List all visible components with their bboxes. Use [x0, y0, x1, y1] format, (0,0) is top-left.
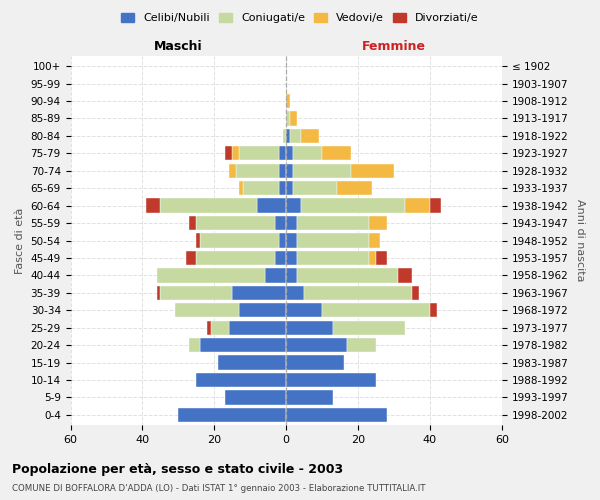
Bar: [351, 164, 394, 178]
Bar: [286, 112, 290, 126]
Bar: [257, 198, 286, 213]
Bar: [286, 338, 347, 352]
Bar: [211, 320, 229, 335]
Bar: [189, 216, 196, 230]
Bar: [275, 216, 286, 230]
Bar: [286, 234, 297, 247]
Text: Popolazione per età, sesso e stato civile - 2003: Popolazione per età, sesso e stato civil…: [12, 462, 343, 475]
Bar: [236, 164, 279, 178]
Bar: [430, 198, 441, 213]
Bar: [286, 320, 333, 335]
Bar: [286, 373, 376, 387]
Bar: [279, 164, 286, 178]
Bar: [297, 216, 369, 230]
Bar: [290, 129, 301, 143]
Text: COMUNE DI BOFFALORA D'ADDA (LO) - Dati ISTAT 1° gennaio 2003 - Elaborazione TUTT: COMUNE DI BOFFALORA D'ADDA (LO) - Dati I…: [12, 484, 425, 493]
Bar: [200, 338, 286, 352]
Bar: [279, 234, 286, 247]
Bar: [225, 146, 232, 160]
Bar: [369, 251, 376, 265]
Bar: [207, 320, 211, 335]
Bar: [286, 268, 297, 282]
Bar: [239, 146, 279, 160]
Bar: [286, 286, 304, 300]
Bar: [286, 356, 344, 370]
Bar: [196, 251, 275, 265]
Bar: [200, 234, 279, 247]
Bar: [283, 129, 286, 143]
Bar: [229, 164, 236, 178]
Bar: [160, 286, 232, 300]
Bar: [286, 94, 290, 108]
Bar: [286, 408, 387, 422]
Bar: [286, 251, 297, 265]
Bar: [322, 146, 351, 160]
Bar: [175, 303, 239, 318]
Bar: [301, 129, 319, 143]
Bar: [430, 303, 437, 318]
Bar: [333, 320, 405, 335]
Bar: [185, 251, 196, 265]
Bar: [405, 198, 430, 213]
Bar: [286, 164, 293, 178]
Bar: [347, 338, 376, 352]
Bar: [286, 390, 333, 404]
Bar: [243, 181, 279, 196]
Bar: [369, 216, 387, 230]
Bar: [239, 303, 286, 318]
Bar: [286, 198, 301, 213]
Bar: [225, 390, 286, 404]
Bar: [293, 164, 351, 178]
Bar: [275, 251, 286, 265]
Bar: [304, 286, 412, 300]
Bar: [398, 268, 412, 282]
Bar: [412, 286, 419, 300]
Bar: [286, 146, 293, 160]
Bar: [337, 181, 373, 196]
Bar: [160, 198, 257, 213]
Bar: [189, 338, 200, 352]
Legend: Celibi/Nubili, Coniugati/e, Vedovi/e, Divorziati/e: Celibi/Nubili, Coniugati/e, Vedovi/e, Di…: [117, 8, 483, 28]
Bar: [297, 251, 369, 265]
Bar: [297, 234, 369, 247]
Text: Maschi: Maschi: [154, 40, 203, 53]
Bar: [196, 234, 200, 247]
Bar: [229, 320, 286, 335]
Bar: [290, 112, 297, 126]
Bar: [157, 286, 160, 300]
Bar: [293, 146, 322, 160]
Bar: [232, 146, 239, 160]
Bar: [286, 216, 297, 230]
Bar: [279, 181, 286, 196]
Bar: [196, 373, 286, 387]
Bar: [239, 181, 243, 196]
Bar: [232, 286, 286, 300]
Bar: [293, 181, 337, 196]
Bar: [297, 268, 398, 282]
Text: Femmine: Femmine: [362, 40, 426, 53]
Bar: [218, 356, 286, 370]
Bar: [265, 268, 286, 282]
Bar: [279, 146, 286, 160]
Bar: [322, 303, 430, 318]
Bar: [178, 408, 286, 422]
Y-axis label: Fasce di età: Fasce di età: [15, 208, 25, 274]
Bar: [369, 234, 380, 247]
Bar: [286, 129, 290, 143]
Bar: [286, 303, 322, 318]
Bar: [157, 268, 265, 282]
Bar: [196, 216, 275, 230]
Bar: [301, 198, 405, 213]
Y-axis label: Anni di nascita: Anni di nascita: [575, 200, 585, 282]
Bar: [376, 251, 387, 265]
Bar: [146, 198, 160, 213]
Bar: [286, 181, 293, 196]
